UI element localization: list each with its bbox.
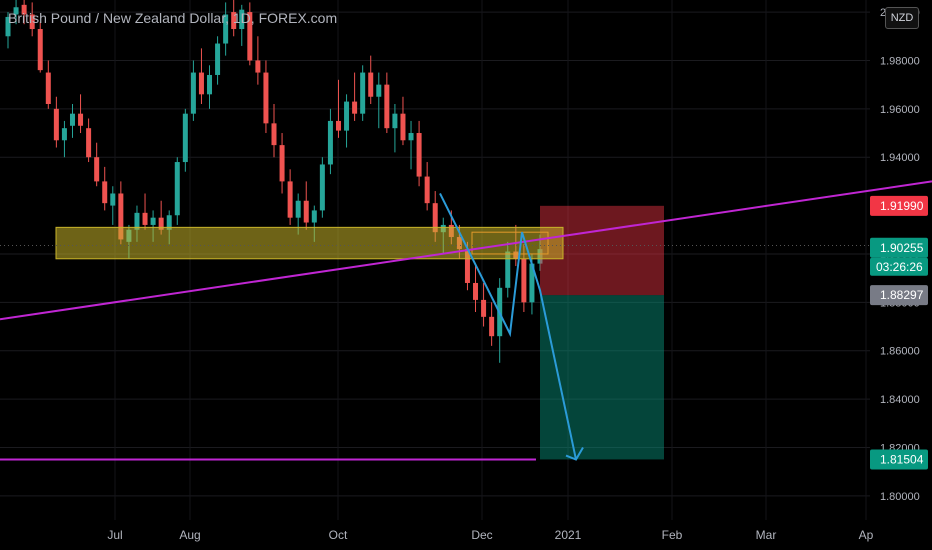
candle-body	[166, 215, 172, 230]
candle-body	[86, 128, 92, 158]
candle-body	[255, 60, 261, 73]
candle-body	[118, 193, 124, 240]
candle-body	[489, 316, 495, 337]
x-tick-label: 2021	[555, 528, 582, 542]
projection-path[interactable]	[439, 193, 577, 460]
candle-body	[287, 181, 293, 218]
candle-body	[481, 299, 487, 317]
candle-body	[94, 157, 100, 182]
candle-body	[223, 14, 229, 44]
candle-body	[424, 176, 430, 204]
candle-body	[78, 113, 84, 126]
candle-body	[247, 12, 253, 61]
countdown-label	[870, 257, 928, 276]
candle-body	[53, 108, 59, 141]
entry-price-text: 1.88297	[880, 288, 924, 302]
candle-body	[416, 133, 422, 177]
candle-body	[279, 145, 285, 182]
currency-button[interactable]: NZD	[885, 7, 919, 29]
candle-body	[271, 123, 277, 146]
candle-body	[174, 162, 180, 216]
candle-body	[102, 181, 108, 204]
x-tick-label: Oct	[329, 528, 348, 542]
trendline[interactable]	[0, 180, 932, 321]
candle-body	[384, 84, 390, 129]
candle-body	[69, 113, 75, 126]
candle-body	[198, 72, 204, 95]
candle-body	[360, 72, 366, 114]
candle-body	[432, 203, 438, 233]
target-price-label	[870, 449, 928, 470]
candle-body	[521, 258, 527, 303]
candle-body	[400, 113, 406, 141]
candle-body	[368, 72, 374, 97]
candle-body	[464, 249, 470, 283]
x-tick-label: Mar	[756, 528, 777, 542]
candle-body	[215, 43, 221, 75]
candle-body	[311, 210, 317, 223]
candle-body	[207, 74, 213, 95]
candles	[5, 0, 543, 363]
drawn-lines[interactable]	[0, 180, 932, 461]
candle-body	[529, 263, 535, 303]
take-profit-box[interactable]	[540, 295, 664, 460]
candle-body	[344, 101, 350, 131]
zone-inner-rect[interactable]	[471, 231, 549, 255]
stop-price-label	[870, 195, 928, 216]
grid	[0, 0, 870, 520]
candle-body	[239, 9, 245, 30]
y-tick-label: 1.86000	[880, 346, 920, 358]
candle-body	[21, 4, 27, 15]
candle-body	[335, 120, 341, 131]
candle-body	[182, 113, 188, 163]
y-tick-label: 1.80000	[880, 491, 920, 503]
candle-body	[231, 12, 237, 30]
candle-body	[392, 113, 398, 129]
entry-price-label	[870, 285, 928, 306]
current-price-label	[870, 237, 928, 258]
countdown-text: 03:26:26	[876, 260, 923, 274]
candle-body	[408, 133, 414, 141]
candle-body	[303, 200, 309, 223]
candle-body	[327, 120, 333, 165]
current-price-text: 1.90255	[880, 241, 924, 255]
x-tick-label: Ap	[859, 528, 874, 542]
candle-body	[61, 128, 67, 141]
candle-body	[190, 72, 196, 114]
candle-body	[37, 29, 43, 71]
candle-body	[5, 16, 11, 37]
candle-body	[150, 217, 156, 225]
candle-body	[134, 212, 140, 230]
candle-body	[142, 212, 148, 225]
candle-body	[505, 251, 511, 288]
projection-arrow[interactable]	[439, 193, 584, 461]
target-price-text: 1.81504	[880, 452, 924, 466]
y-tick-label: 1.98000	[880, 55, 920, 67]
arrow-head-icon	[565, 447, 584, 461]
x-tick-label: Feb	[662, 528, 683, 542]
candle-body	[319, 164, 325, 211]
candle-body	[158, 217, 164, 230]
candle-body	[263, 72, 269, 124]
stop-price-text: 1.91990	[880, 199, 924, 213]
candle-body	[376, 84, 382, 97]
resistance-zone[interactable]	[0, 226, 870, 260]
time-axis[interactable]: Jul Aug Oct Dec 2021 Feb Mar Ap	[107, 528, 873, 542]
candle-body	[110, 193, 116, 206]
y-tick-label: 1.96000	[880, 104, 920, 116]
candle-body	[473, 282, 479, 300]
x-tick-label: Jul	[107, 528, 122, 542]
y-tick-label: 1.84000	[880, 394, 920, 406]
candle-body	[13, 7, 19, 15]
y-tick-label: 1.94000	[880, 152, 920, 164]
candle-body	[45, 72, 51, 104]
candle-body	[29, 14, 35, 30]
x-tick-label: Dec	[471, 528, 492, 542]
x-tick-label: Aug	[179, 528, 200, 542]
candle-body	[295, 200, 301, 218]
candle-body	[352, 101, 358, 114]
chart-title: British Pound / New Zealand Dollar, 1D, …	[8, 10, 338, 26]
